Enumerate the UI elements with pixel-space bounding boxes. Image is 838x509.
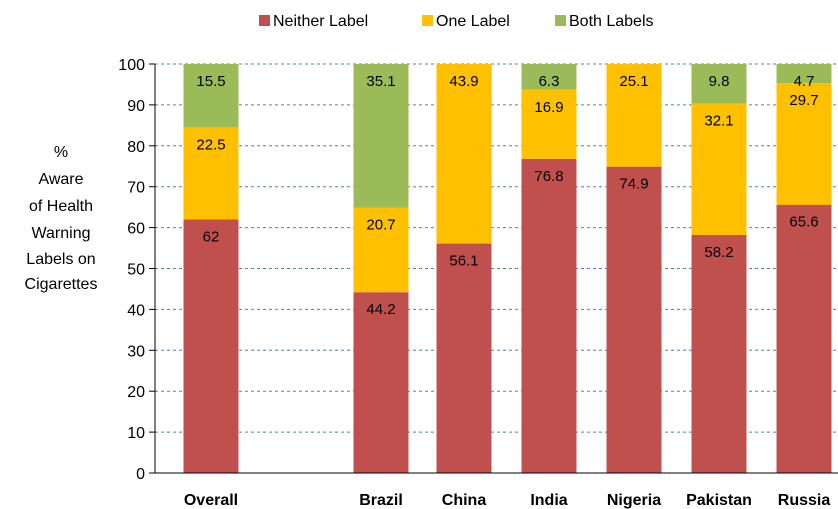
x-tick-label: Brazil: [359, 492, 403, 509]
y-tick-label: 0: [136, 466, 145, 483]
y-tick-label: 20: [127, 384, 145, 401]
y-axis-title-line: Labels on: [26, 251, 95, 268]
x-tick-label: India: [530, 492, 567, 509]
data-label: 4.7: [794, 73, 815, 90]
y-axis-title-line: of Health: [29, 198, 93, 215]
y-tick-label: 30: [127, 343, 145, 360]
data-label: 58.2: [704, 244, 733, 261]
y-axis-title: % Aware of Health Warning Labels on Cigarette…: [25, 144, 98, 293]
x-tick-label: Pakistan: [686, 492, 752, 509]
bar-segment: [353, 64, 409, 208]
bar-segment: [521, 89, 577, 159]
bar-segment: [521, 158, 577, 473]
data-label: 74.9: [619, 176, 648, 193]
y-tick-label: 60: [127, 221, 145, 238]
data-label: 44.2: [366, 301, 395, 318]
data-label: 56.1: [449, 253, 478, 270]
bar-segment: [606, 64, 662, 167]
bar-segment: [776, 83, 832, 205]
y-axis-ticks: 0 10 20 30 40 50 60 70 80 90 100: [118, 57, 155, 483]
data-label: 62: [203, 228, 220, 245]
bar-segment: [436, 243, 492, 473]
data-label: 16.9: [534, 99, 563, 116]
x-tick-label: Nigeria: [607, 492, 661, 509]
bar-segment: [521, 64, 577, 90]
x-tick-label: China: [442, 492, 487, 509]
y-tick-label: 10: [127, 425, 145, 442]
data-label: 20.7: [366, 217, 395, 234]
bars: 62 22.5 15.5 44.2 20.7 35.1 56.1 43.9 76.8 16.9 6.…: [183, 64, 832, 474]
data-label: 15.5: [196, 73, 225, 90]
axes: [154, 64, 838, 474]
bar-segment: [183, 219, 239, 473]
y-axis-title-line: Cigarettes: [25, 276, 98, 293]
data-label: 35.1: [366, 73, 395, 90]
legend-entry: Neither Label: [273, 13, 368, 30]
x-axis-labels: Overall Brazil China India Nigeria Pakistan Ru…: [184, 492, 830, 509]
bar-segment: [353, 207, 409, 293]
x-tick-label: Russia: [778, 492, 831, 509]
bar-segment: [183, 127, 239, 220]
y-axis-title-line: Warning: [32, 225, 91, 242]
data-label: 76.8: [534, 168, 563, 185]
data-label: 43.9: [449, 73, 478, 90]
data-label: 32.1: [704, 113, 733, 130]
y-tick-label: 90: [127, 98, 145, 115]
bar-segment: [776, 204, 832, 474]
legend-swatch: [422, 15, 433, 26]
x-tick-label: Overall: [184, 492, 238, 509]
bar-segment: [353, 292, 409, 473]
y-tick-label: 40: [127, 302, 145, 319]
bar-segment: [691, 234, 747, 473]
legend-entry: One Label: [436, 13, 510, 30]
bar-segment: [436, 64, 492, 244]
bar-segment: [183, 64, 239, 128]
data-label: 22.5: [196, 136, 225, 153]
bar-segment: [776, 64, 832, 84]
data-label: 29.7: [789, 92, 818, 109]
bar-segment: [691, 103, 747, 235]
y-tick-label: 100: [118, 57, 145, 74]
data-label: 25.1: [619, 73, 648, 90]
y-tick-label: 70: [127, 180, 145, 197]
bar-segment: [691, 64, 747, 104]
legend-entry: Both Labels: [569, 13, 654, 30]
y-tick-label: 80: [127, 139, 145, 156]
legend: Neither Label One Label Both Labels: [259, 13, 654, 30]
data-label: 9.8: [709, 73, 730, 90]
y-axis-title-line: Aware: [38, 171, 83, 188]
legend-swatch: [555, 15, 566, 26]
y-axis-title-line: %: [54, 144, 68, 161]
legend-swatch: [259, 15, 270, 26]
data-label: 65.6: [789, 214, 818, 231]
bar-segment: [606, 166, 662, 473]
data-label: 6.3: [539, 73, 560, 90]
y-tick-label: 50: [127, 262, 145, 279]
